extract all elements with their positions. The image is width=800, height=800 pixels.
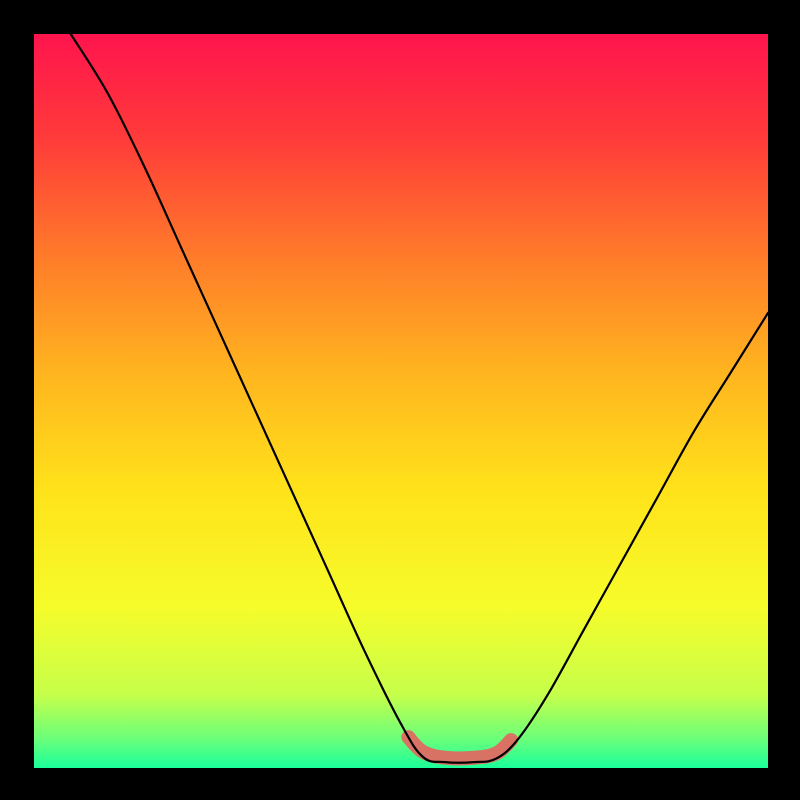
highlight-band [408, 737, 511, 758]
chart-stage: TheBottleneck.com [0, 0, 800, 800]
bottleneck-curve-chart [0, 0, 800, 800]
main-curve [71, 34, 768, 763]
plot-frame [0, 0, 800, 800]
